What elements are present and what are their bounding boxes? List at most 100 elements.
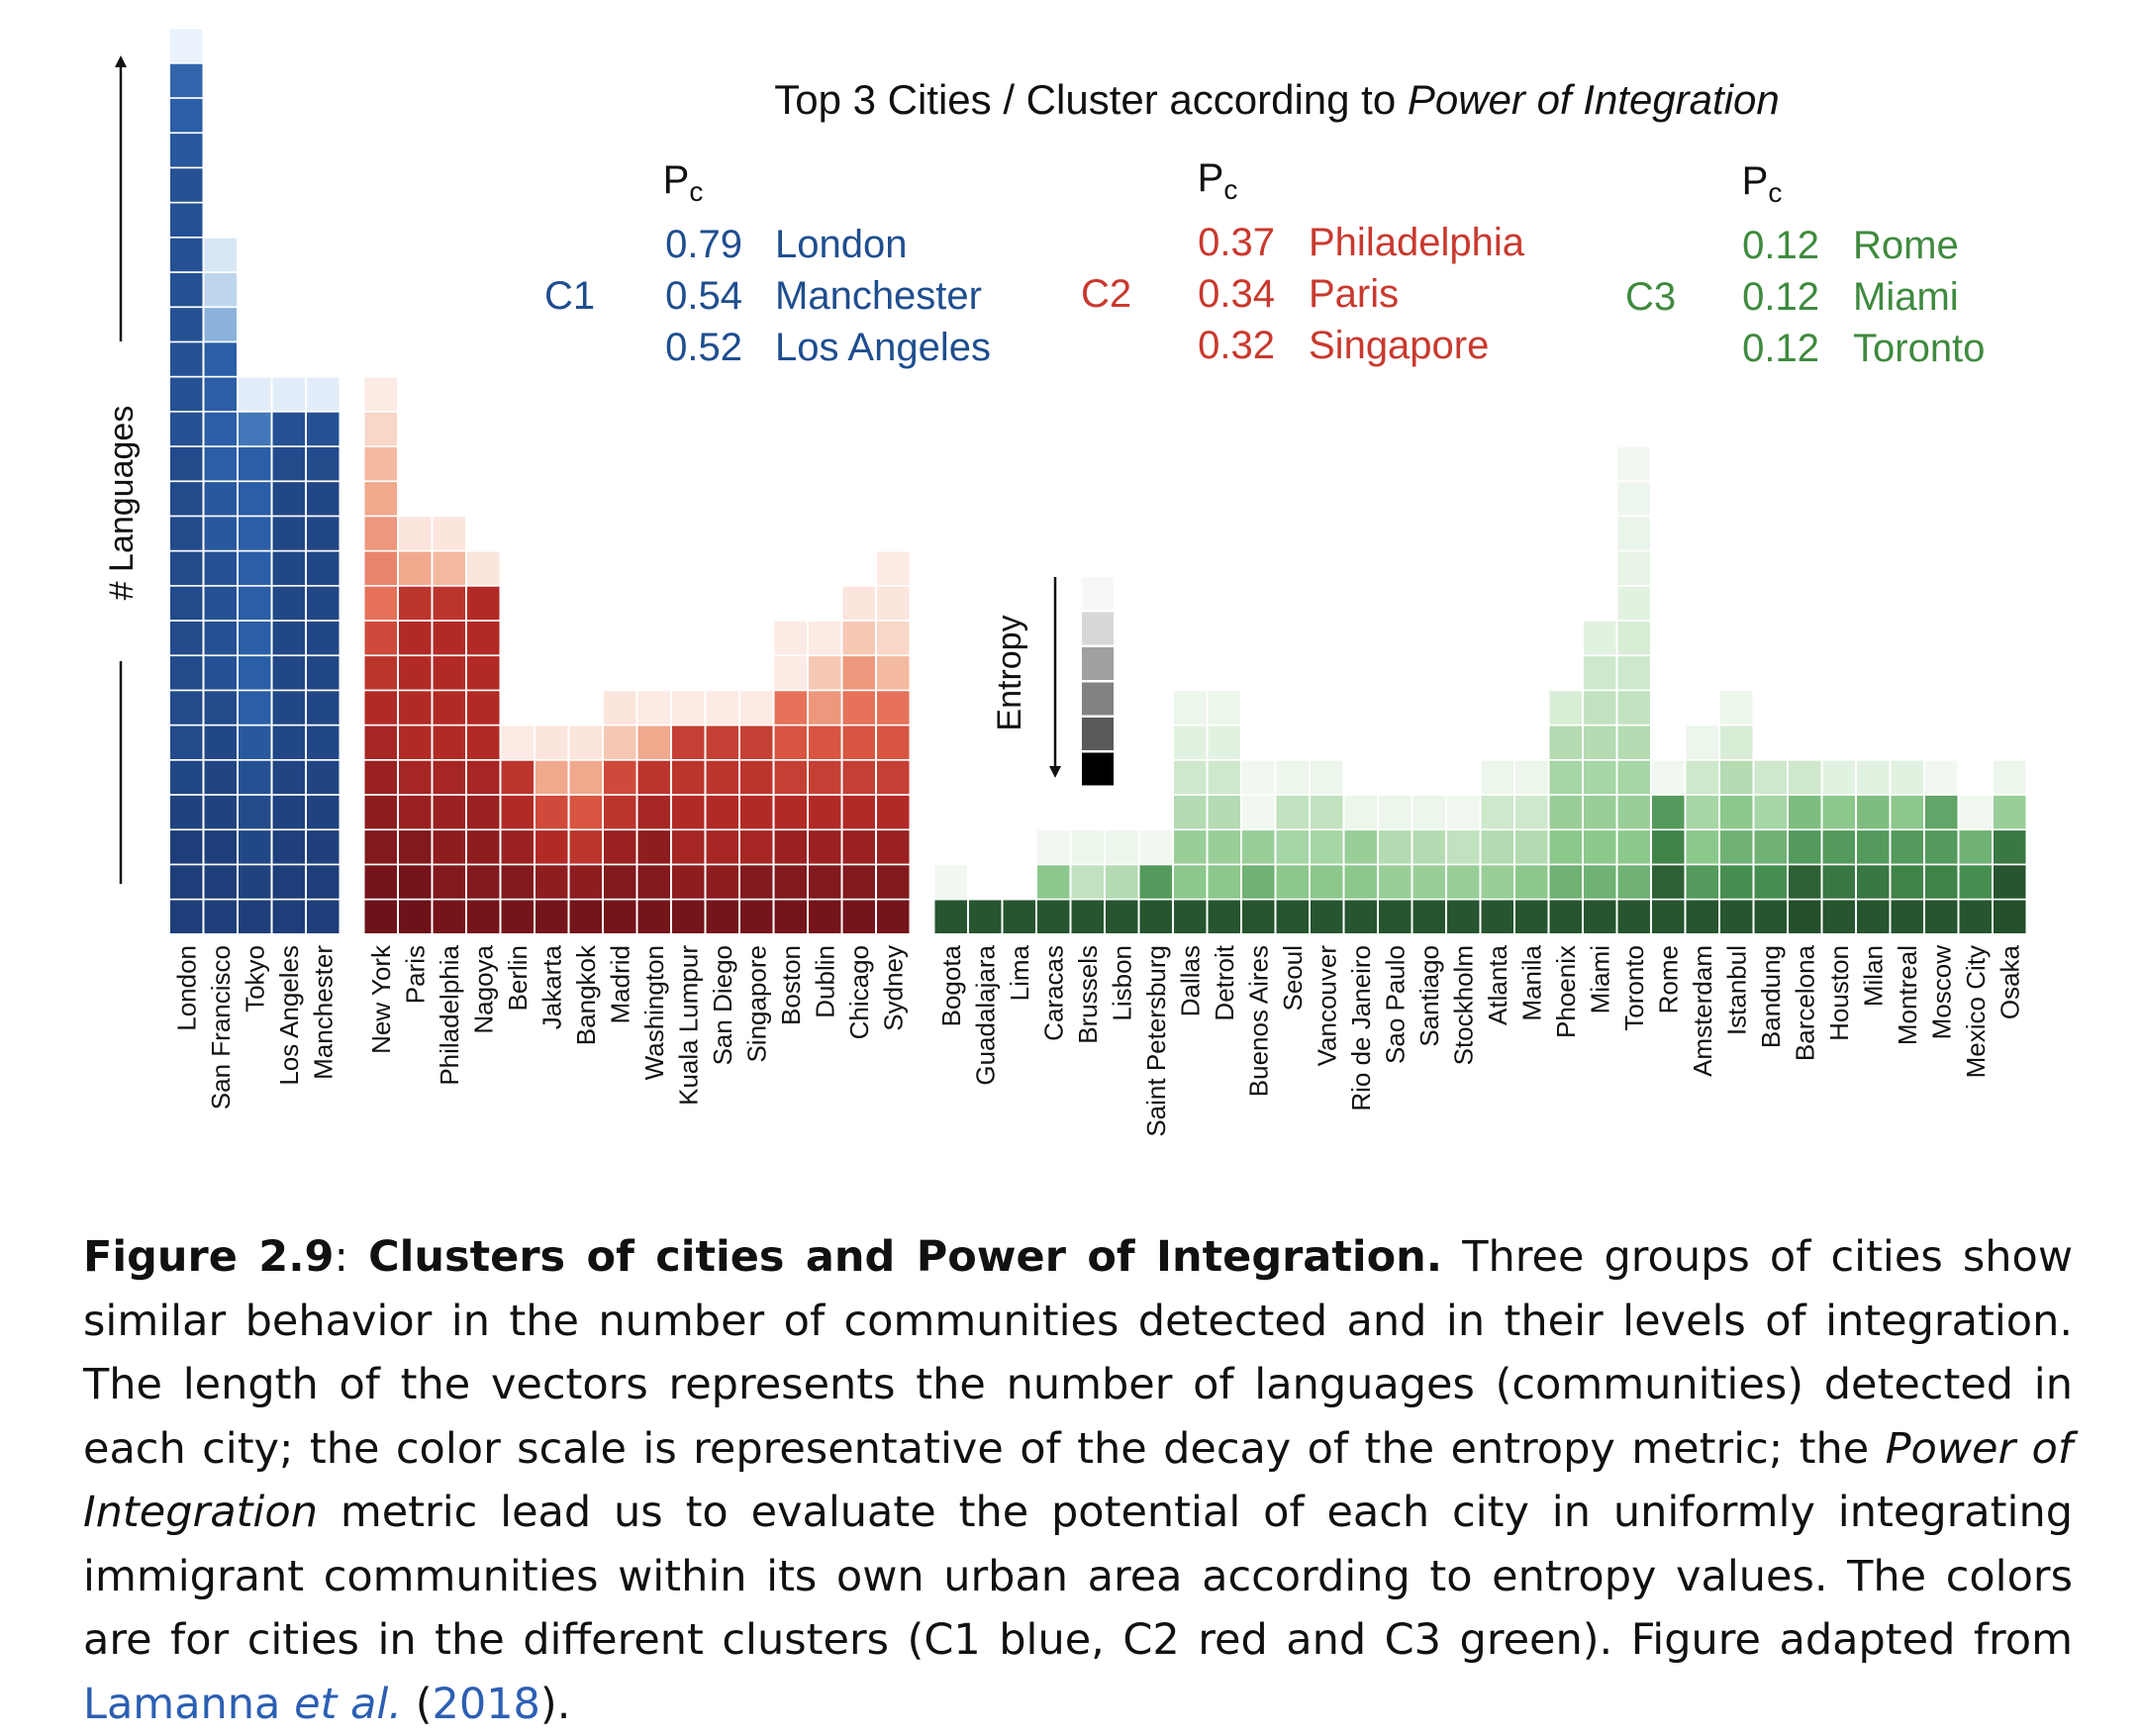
heatmap-cell	[1481, 865, 1513, 899]
heatmap-cell	[637, 830, 670, 864]
heatmap-cell	[307, 795, 340, 829]
heatmap-cell	[1822, 865, 1855, 899]
heatmap-cell	[1481, 830, 1513, 864]
cluster-annotations: Pc C1 0.79 London 0.54 Manchester 0.52 Los Ange…	[544, 156, 1985, 370]
heatmap-cell	[1925, 830, 1958, 864]
heatmap-cell	[364, 865, 397, 899]
heatmap-cell	[170, 517, 203, 550]
heatmap-cell	[1617, 551, 1650, 585]
heatmap-cell	[1720, 865, 1753, 899]
heatmap-cell	[774, 760, 807, 795]
heatmap-cell	[1994, 760, 2026, 795]
heatmap-cell	[877, 830, 910, 864]
heatmap-cell	[1481, 795, 1513, 829]
city-column	[1276, 760, 1309, 933]
citation-author-link[interactable]: Lamanna et al.	[83, 1679, 403, 1729]
heatmap-cell	[170, 377, 203, 411]
heatmap-cell	[364, 446, 397, 481]
heatmap-cell	[774, 691, 807, 724]
heatmap-cell	[1994, 795, 2026, 829]
heatmap-cell	[239, 377, 271, 411]
city-label: Lima	[1005, 944, 1034, 1001]
city-label: Washington	[639, 945, 669, 1080]
city-label: Caracas	[1038, 945, 1068, 1041]
city-column	[1447, 795, 1480, 933]
city-label: London	[171, 945, 201, 1031]
heatmap-cell	[364, 412, 397, 446]
city-column	[1925, 760, 1958, 933]
heatmap-cell	[740, 725, 773, 759]
heatmap-cell	[364, 656, 397, 690]
heatmap-cell	[204, 830, 237, 864]
heatmap-cell	[1994, 865, 2026, 899]
heatmap-cell	[1584, 621, 1616, 655]
heatmap-cell	[536, 760, 568, 795]
heatmap-cell	[467, 551, 500, 585]
heatmap-cell	[170, 760, 203, 795]
heatmap-cell	[467, 656, 500, 690]
city-label: San Francisco	[206, 945, 236, 1109]
heatmap-cell	[399, 551, 432, 585]
heatmap-cell	[204, 517, 237, 550]
heatmap-cell	[1276, 830, 1309, 864]
heatmap-cell	[1139, 900, 1172, 933]
heatmap-cell	[1447, 795, 1480, 829]
heatmap-cell	[1311, 760, 1343, 795]
heatmap-cell	[842, 865, 875, 899]
heatmap-cell	[877, 621, 910, 655]
heatmap-cell	[637, 900, 670, 933]
heatmap-cell	[1617, 795, 1650, 829]
heatmap-cell	[467, 760, 500, 795]
heatmap-cell	[1857, 830, 1890, 864]
city-column	[1857, 760, 1890, 933]
heatmap-cell	[170, 865, 203, 899]
heatmap-cell	[1412, 795, 1445, 829]
heatmap-cell	[774, 900, 807, 933]
city-label: Boston	[776, 945, 806, 1025]
heatmap-cell	[1344, 900, 1377, 933]
heatmap-cell	[842, 691, 875, 724]
heatmap-cell	[239, 760, 271, 795]
heatmap-cell	[364, 760, 397, 795]
heatmap-cell	[170, 621, 203, 655]
heatmap-cell	[877, 900, 910, 933]
heatmap-cell	[1208, 725, 1240, 759]
heatmap-cell	[1857, 795, 1890, 829]
heatmap-cell	[706, 900, 738, 933]
citation-year-link[interactable]: 2018	[432, 1679, 540, 1729]
cluster-annotation-c2: Pc C2 0.37 Philadelphia 0.34 Paris 0.32 Singapo…	[1081, 156, 1525, 367]
heatmap-cell	[272, 760, 305, 795]
heatmap-cell	[467, 865, 500, 899]
heatmap-cell	[467, 900, 500, 933]
heatmap-cell	[1822, 900, 1855, 933]
heatmap-cell	[239, 830, 271, 864]
heatmap-cell	[1242, 760, 1275, 795]
heatmap-cell	[399, 865, 432, 899]
heatmap-cell	[1789, 900, 1821, 933]
heatmap-cell	[1208, 795, 1240, 829]
heatmap-cell	[170, 272, 203, 307]
city-column	[1174, 691, 1207, 933]
city-label: Stockholm	[1448, 945, 1478, 1065]
heatmap-cell	[399, 830, 432, 864]
heatmap-cell	[536, 725, 568, 759]
heatmap-cell	[239, 795, 271, 829]
heatmap-cell	[1617, 517, 1650, 550]
pc-value: 0.12	[1742, 327, 1819, 370]
heatmap-cell	[1549, 725, 1582, 759]
city-column	[877, 551, 910, 933]
heatmap-cell	[433, 725, 465, 759]
heatmap-cell	[433, 760, 465, 795]
heatmap-cell	[969, 900, 1002, 933]
heatmap-cell	[501, 760, 534, 795]
heatmap-cell	[1481, 760, 1513, 795]
heatmap-cell	[399, 621, 432, 655]
heatmap-cell	[809, 760, 841, 795]
heatmap-cell	[1994, 830, 2026, 864]
heatmap-cell	[1617, 830, 1650, 864]
heatmap-cell	[501, 725, 534, 759]
heatmap-cell	[1208, 865, 1240, 899]
heatmap-cell	[170, 238, 203, 272]
heatmap-cell	[536, 795, 568, 829]
entropy-color-scale	[1082, 577, 1114, 786]
